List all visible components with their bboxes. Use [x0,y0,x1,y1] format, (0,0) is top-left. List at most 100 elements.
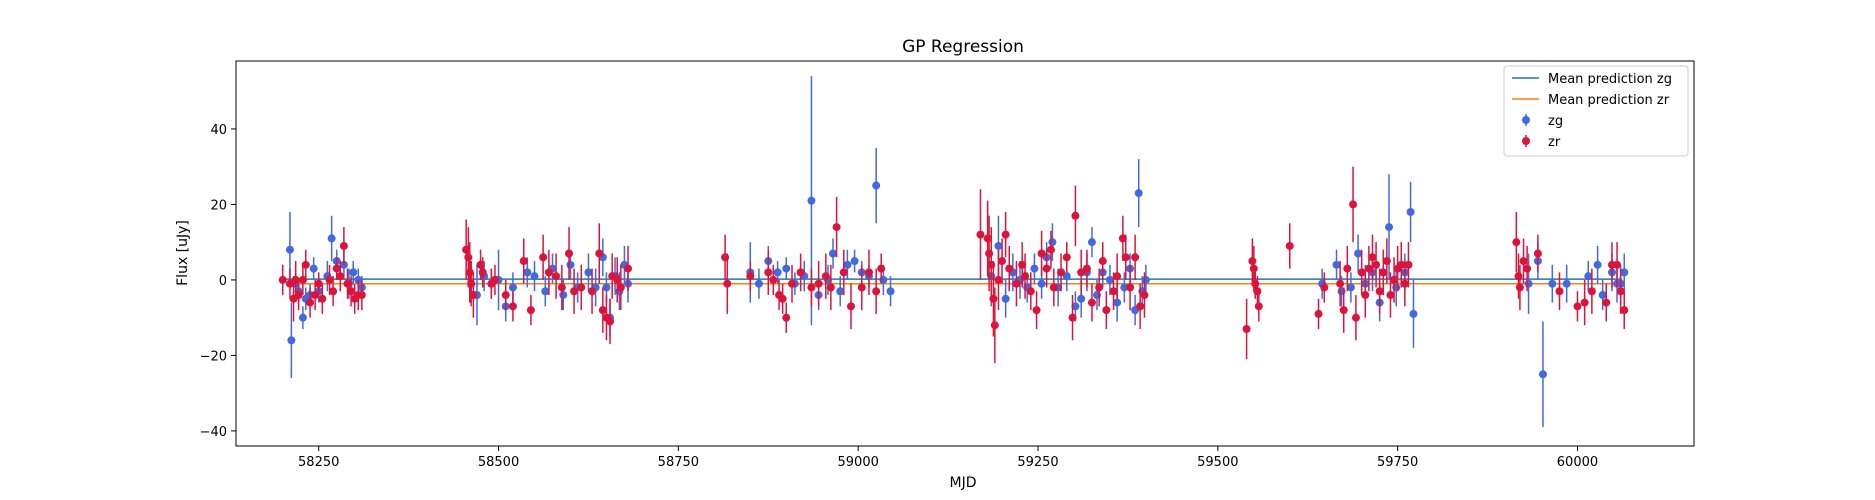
data-point [469,291,478,300]
x-tick-label: 59500 [1197,455,1238,470]
data-point [465,268,474,277]
data-point [1037,249,1046,258]
data-point [839,268,848,277]
data-point [877,264,886,273]
data-point [1386,291,1395,300]
data-point [1042,264,1051,273]
data-point [1379,268,1388,277]
data-point [602,283,611,292]
y-axis-label: Flux [uJy] [175,220,191,286]
data-point [598,306,607,315]
data-point [1351,313,1360,322]
data-point [1368,253,1377,262]
data-point [1390,275,1399,284]
data-point [850,257,859,266]
data-point [983,234,992,243]
legend-label-mean-zr: Mean prediction zr [1548,93,1670,108]
data-point [832,223,841,232]
data-point [1068,313,1077,322]
data-point [1018,260,1027,269]
data-point [309,264,318,273]
data-point [1082,264,1091,273]
data-point [343,279,352,288]
data-point [1131,253,1140,262]
data-point [325,275,334,284]
x-tick-label: 59250 [1017,455,1058,470]
data-point [976,230,985,239]
data-point [1120,283,1129,292]
data-point [306,298,315,307]
legend-marker-zr [1522,135,1530,147]
data-point [301,260,310,269]
data-point [1062,253,1071,262]
data-point [836,287,845,296]
data-point [872,181,881,190]
data-point [994,241,1003,250]
data-point [782,313,791,322]
data-point [1613,260,1622,269]
data-point [349,268,358,277]
x-tick-label: 60000 [1557,455,1598,470]
data-point [1519,257,1528,266]
y-tick-label: −40 [200,425,227,440]
x-tick-label: 58250 [298,455,339,470]
data-point [285,245,294,254]
data-point [764,268,773,277]
y-tick-label: 40 [210,123,227,138]
data-point [1126,283,1135,292]
data-point [1555,287,1564,296]
data-point [584,268,593,277]
data-point [1098,257,1107,266]
data-point [298,313,307,322]
data-point [1620,268,1629,277]
data-point [1598,291,1607,300]
data-point [857,283,866,292]
data-point [530,272,539,281]
legend-point [1522,137,1530,145]
y-tick-label: 0 [219,274,227,289]
data-point [814,279,823,288]
data-point [1385,223,1394,232]
data-point [829,249,838,258]
data-point [1121,253,1130,262]
data-point [1512,238,1521,247]
data-point [616,283,625,292]
data-point [327,234,336,243]
data-point [357,291,366,300]
data-point [318,294,327,303]
data-point [1584,272,1593,281]
data-point [285,279,294,288]
data-point [821,272,830,281]
data-point [1049,283,1058,292]
data-point [1357,268,1366,277]
data-point [1021,272,1030,281]
data-point [1141,275,1150,284]
chart-title: GP Regression [902,37,1024,57]
data-point [1048,238,1057,247]
x-tick-label: 58750 [658,455,699,470]
data-point [1134,189,1143,198]
data-point [1602,298,1611,307]
data-point [1514,272,1523,281]
data-point [508,283,517,292]
data-point [788,279,797,288]
legend-label-zr: zr [1548,135,1561,150]
data-point [807,283,816,292]
data-point [294,291,303,300]
data-point [613,275,622,284]
data-point [1077,268,1086,277]
data-point [723,279,732,288]
data-point [1254,302,1263,311]
data-point [519,257,528,266]
data-point [1349,200,1358,209]
data-point [1087,298,1096,307]
data-point [1109,287,1118,296]
data-point [1253,287,1262,296]
data-point [287,336,296,345]
data-point [1001,294,1010,303]
data-point [1077,294,1086,303]
x-axis-ticks: 58250 58500 58750 59000 59250 59500 59750 60000 [298,446,1598,470]
data-point [490,275,499,284]
data-point [552,272,561,281]
data-point [1616,287,1625,296]
